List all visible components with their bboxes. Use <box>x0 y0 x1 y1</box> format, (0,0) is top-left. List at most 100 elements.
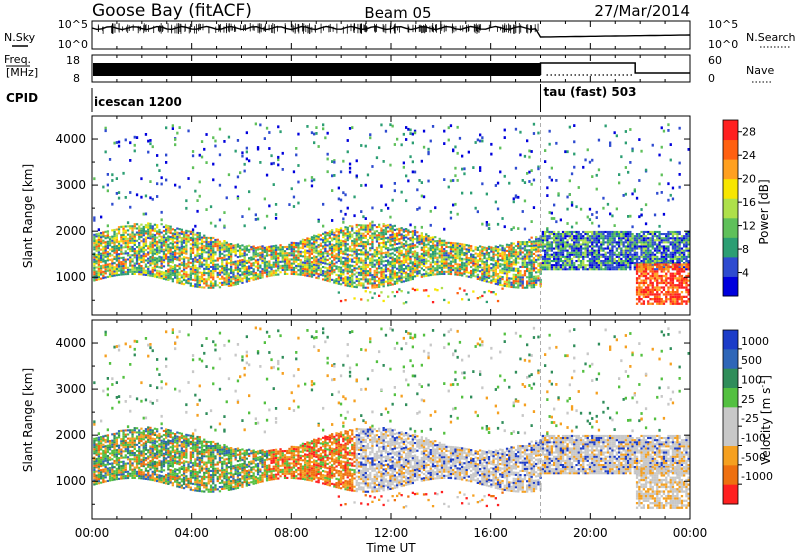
scatter-cell <box>375 273 379 276</box>
scatter-cell <box>203 240 206 243</box>
scatter-cell <box>584 243 587 246</box>
scatter-cell <box>483 269 486 272</box>
scatter-cell <box>214 280 217 283</box>
scatter-cell <box>393 295 396 298</box>
scatter-cell <box>420 238 423 241</box>
scatter-cell <box>209 255 213 258</box>
scatter-cell <box>149 139 152 142</box>
scatter-cell <box>505 285 509 288</box>
scatter-cell <box>427 235 430 238</box>
scatter-cell <box>102 241 105 244</box>
scatter-cell <box>407 237 410 240</box>
scatter-cell <box>140 240 143 243</box>
scatter-cell <box>357 238 361 241</box>
scatter-cell <box>384 245 388 248</box>
scatter-cell <box>405 236 408 239</box>
scatter-cell <box>156 232 159 235</box>
scatter-cell <box>322 259 325 262</box>
scatter-cell <box>196 236 199 239</box>
scatter-cell <box>234 275 237 278</box>
scatter-cell <box>167 256 170 259</box>
scatter-cell <box>577 230 580 233</box>
scatter-cell <box>167 249 170 252</box>
scatter-cell <box>131 227 134 230</box>
scatter-cell <box>508 266 511 269</box>
scatter-cell <box>476 297 479 300</box>
scatter-cell <box>541 266 544 269</box>
scatter-cell <box>447 266 450 269</box>
scatter-cell <box>153 248 157 251</box>
scatter-cell <box>371 263 374 266</box>
scatter-cell <box>131 268 134 271</box>
scatter-cell <box>171 240 174 243</box>
scatter-cell <box>479 139 482 143</box>
scatter-cell <box>427 268 430 271</box>
scatter-cell <box>339 268 343 271</box>
scatter-cell <box>398 256 401 259</box>
scatter-cell <box>207 243 210 246</box>
scatter-cell <box>586 249 589 252</box>
scatter-cell <box>122 227 125 230</box>
scatter-cell <box>126 246 130 249</box>
scatter-cell <box>335 257 338 260</box>
scatter-cell <box>187 261 190 264</box>
scatter-cell <box>185 265 188 268</box>
scatter-cell <box>279 267 282 270</box>
scatter-cell <box>405 254 408 257</box>
scatter-cell <box>140 248 143 251</box>
scatter-cell <box>366 239 370 242</box>
scatter-cell <box>108 248 112 251</box>
scatter-cell <box>337 266 340 269</box>
scatter-cell <box>265 248 269 251</box>
scatter-cell <box>351 250 354 253</box>
scatter-cell <box>272 255 275 258</box>
scatter-cell <box>579 243 583 246</box>
scatter-cell <box>557 230 560 233</box>
scatter-cell <box>355 255 358 258</box>
scatter-cell <box>331 264 334 267</box>
scatter-cell <box>162 236 166 239</box>
scatter-cell <box>490 250 493 253</box>
scatter-cell <box>191 264 195 267</box>
scatter-cell <box>456 179 459 182</box>
scatter-cell <box>95 258 98 261</box>
scatter-cell <box>624 247 627 250</box>
scatter-cell <box>205 265 208 268</box>
scatter-cell <box>147 150 150 154</box>
scatter-cell <box>138 246 141 249</box>
scatter-cell <box>115 257 118 260</box>
scatter-cell <box>326 131 329 135</box>
scatter-cell <box>434 240 437 243</box>
scatter-cell <box>198 286 201 289</box>
scatter-cell <box>124 229 127 232</box>
scatter-cell <box>135 266 139 269</box>
scatter-cell <box>135 239 139 242</box>
scatter-cell <box>405 230 408 233</box>
scatter-cell <box>586 251 589 254</box>
scatter-cell <box>411 255 414 258</box>
scatter-cell <box>221 269 224 272</box>
scatter-cell <box>162 248 166 251</box>
scatter-cell <box>550 245 553 248</box>
scatter-cell <box>398 252 401 255</box>
scatter-cell <box>416 208 419 211</box>
scatter-cell <box>427 241 430 244</box>
scatter-cell <box>618 245 621 248</box>
scatter-cell <box>393 262 396 265</box>
scatter-cell <box>319 259 322 262</box>
scatter-cell <box>490 281 493 284</box>
scatter-cell <box>375 253 379 256</box>
scatter-cell <box>429 257 432 260</box>
scatter-cell <box>600 266 603 269</box>
scatter-cell <box>328 245 331 248</box>
scatter-cell <box>396 257 399 260</box>
scatter-cell <box>389 275 392 278</box>
scatter-cell <box>153 236 157 239</box>
scatter-cell <box>396 278 399 281</box>
scatter-cell <box>187 240 190 243</box>
scatter-cell <box>544 149 547 152</box>
scatter-cell <box>189 276 192 279</box>
scatter-cell <box>205 208 208 211</box>
scatter-cell <box>362 270 365 273</box>
scatter-cell <box>508 248 511 251</box>
